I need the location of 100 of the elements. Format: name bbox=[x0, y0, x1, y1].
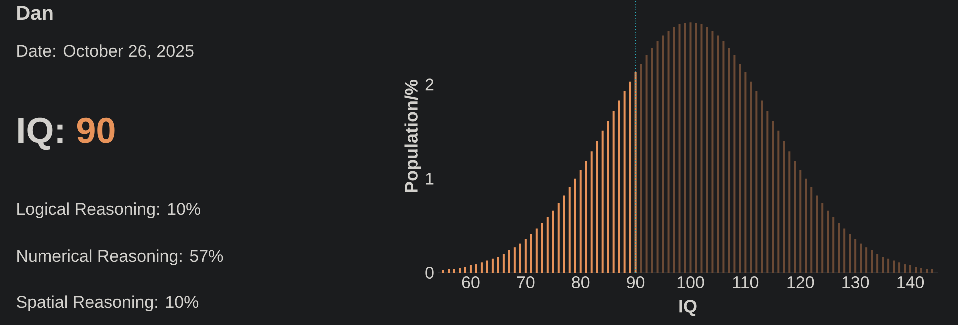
bar bbox=[662, 36, 664, 273]
bar bbox=[739, 64, 742, 273]
bar bbox=[860, 244, 862, 273]
x-tick-label: 100 bbox=[678, 276, 704, 289]
bar bbox=[442, 270, 444, 273]
bar bbox=[932, 269, 934, 273]
text: IQ: bbox=[18, 118, 63, 150]
bar bbox=[475, 264, 478, 273]
bar bbox=[849, 234, 852, 273]
bar bbox=[756, 91, 758, 273]
bar bbox=[783, 141, 786, 273]
bar bbox=[882, 256, 884, 273]
bar bbox=[888, 258, 890, 273]
bar bbox=[722, 41, 725, 273]
bar bbox=[634, 72, 637, 273]
bar bbox=[800, 170, 802, 273]
x-tick-label: 110 bbox=[733, 276, 759, 289]
x-tick-label: 80 bbox=[572, 276, 590, 289]
bar bbox=[502, 254, 505, 273]
text: Spatial Reasoning: 10% bbox=[16, 296, 199, 312]
bar bbox=[464, 267, 466, 273]
y-tick-label: 1 bbox=[426, 173, 434, 185]
bar bbox=[854, 239, 857, 273]
bar bbox=[448, 269, 450, 273]
bar bbox=[458, 268, 461, 273]
bar bbox=[524, 239, 527, 273]
bar bbox=[832, 217, 835, 273]
bar bbox=[618, 100, 620, 273]
bar bbox=[486, 260, 488, 273]
bar bbox=[706, 27, 708, 273]
text: Dan bbox=[18, 6, 53, 20]
y-axis-title: Population/% bbox=[404, 80, 422, 192]
x-tick-label: 90 bbox=[627, 276, 645, 289]
bar bbox=[866, 248, 868, 273]
bar bbox=[734, 56, 736, 273]
bar bbox=[816, 196, 818, 273]
bar bbox=[717, 36, 720, 273]
bar bbox=[744, 72, 747, 273]
bar bbox=[788, 152, 791, 273]
bar bbox=[612, 111, 615, 273]
bar bbox=[596, 141, 598, 273]
bar bbox=[910, 265, 912, 273]
bar bbox=[629, 82, 632, 273]
bar bbox=[563, 196, 566, 273]
bar bbox=[656, 41, 659, 273]
text: 90 bbox=[77, 118, 115, 144]
y-tick-label: 0 bbox=[426, 266, 434, 280]
x-tick-label: 140 bbox=[898, 276, 924, 289]
x-axis-title: IQ bbox=[680, 300, 697, 316]
text: Logical Reasoning: 10% bbox=[18, 202, 200, 219]
bar bbox=[920, 268, 923, 273]
bar bbox=[678, 24, 681, 273]
bar bbox=[766, 111, 769, 273]
bar bbox=[684, 24, 686, 273]
bar bbox=[898, 262, 901, 273]
bar bbox=[530, 234, 532, 273]
bar bbox=[480, 262, 483, 273]
bar bbox=[772, 121, 774, 273]
bar bbox=[541, 223, 544, 273]
bar bbox=[827, 210, 830, 273]
bar bbox=[695, 24, 698, 273]
bar bbox=[673, 27, 676, 273]
bar bbox=[926, 269, 928, 273]
bar bbox=[822, 203, 824, 273]
x-tick-label: 60 bbox=[462, 276, 480, 289]
bar bbox=[876, 254, 879, 273]
bar bbox=[668, 31, 670, 273]
bar bbox=[497, 256, 500, 273]
bar bbox=[514, 248, 516, 273]
bar bbox=[602, 130, 604, 273]
bar bbox=[640, 64, 642, 273]
bar bbox=[470, 265, 472, 273]
bar bbox=[558, 203, 560, 273]
bar bbox=[778, 130, 780, 273]
y-tick-label: 2 bbox=[426, 78, 434, 91]
bar bbox=[761, 100, 764, 273]
bar bbox=[508, 250, 510, 273]
bar bbox=[728, 48, 730, 273]
bar bbox=[607, 121, 610, 273]
bar bbox=[453, 269, 456, 273]
x-tick-label: 120 bbox=[788, 276, 814, 289]
bar bbox=[794, 160, 796, 273]
bar bbox=[700, 24, 703, 273]
bar bbox=[750, 82, 752, 273]
bar bbox=[590, 152, 593, 273]
bar bbox=[844, 228, 846, 273]
bar bbox=[871, 250, 874, 273]
text: Numerical Reasoning: 57% bbox=[18, 250, 224, 266]
bar bbox=[568, 187, 571, 273]
bar bbox=[651, 48, 654, 273]
bar bbox=[492, 258, 494, 273]
bar bbox=[624, 91, 626, 273]
bar bbox=[580, 170, 582, 273]
bar bbox=[805, 178, 808, 273]
bar bbox=[574, 178, 576, 273]
bar bbox=[904, 264, 906, 273]
bar bbox=[519, 244, 522, 273]
bar bbox=[838, 223, 840, 273]
x-tick-label: 70 bbox=[517, 276, 535, 289]
text: Date: October 26, 2025 bbox=[18, 44, 194, 60]
